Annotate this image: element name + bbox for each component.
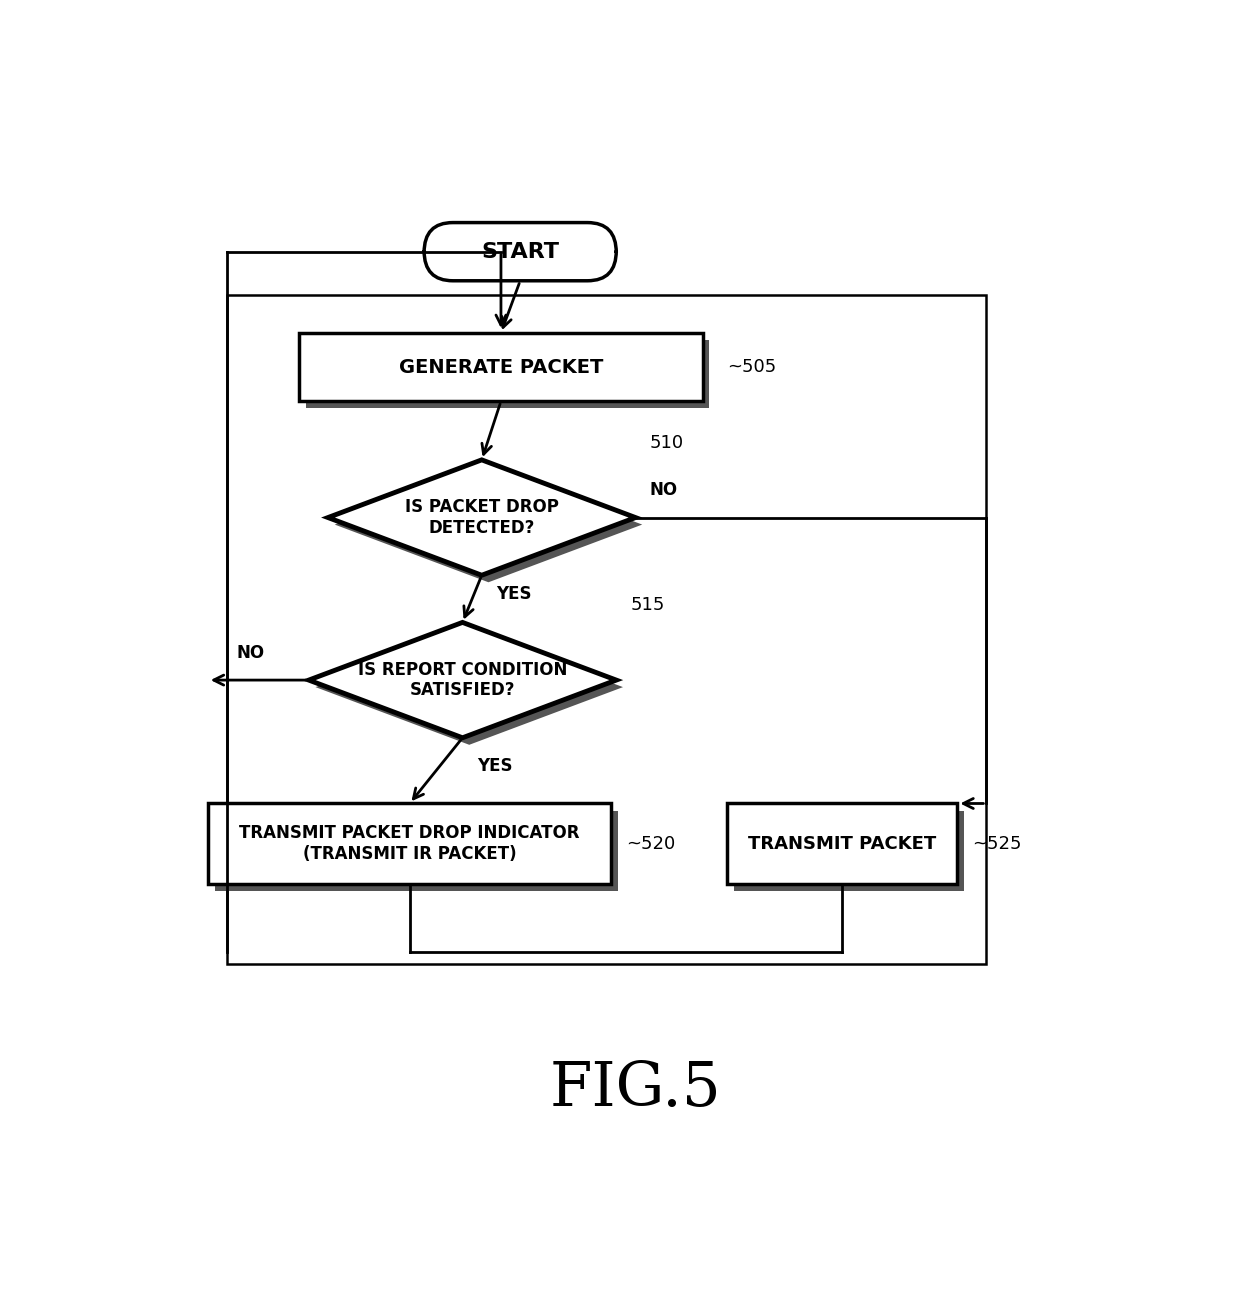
Bar xyxy=(734,810,965,891)
Polygon shape xyxy=(335,466,642,582)
Text: TRANSMIT PACKET DROP INDICATOR
(TRANSMIT IR PACKET): TRANSMIT PACKET DROP INDICATOR (TRANSMIT… xyxy=(239,825,580,863)
Text: YES: YES xyxy=(477,757,512,774)
Text: FIG.5: FIG.5 xyxy=(549,1059,722,1119)
Text: GENERATE PACKET: GENERATE PACKET xyxy=(399,357,603,377)
Text: 510: 510 xyxy=(650,434,684,452)
Text: 515: 515 xyxy=(631,597,665,615)
Text: YES: YES xyxy=(496,585,532,603)
Polygon shape xyxy=(315,629,622,745)
Bar xyxy=(215,810,619,891)
Text: NO: NO xyxy=(650,482,678,499)
Text: ~520: ~520 xyxy=(626,835,675,852)
Polygon shape xyxy=(309,623,616,737)
Text: START: START xyxy=(481,241,559,262)
Bar xyxy=(208,804,611,883)
Bar xyxy=(227,294,986,964)
FancyBboxPatch shape xyxy=(424,223,616,280)
Polygon shape xyxy=(327,460,635,575)
Bar xyxy=(299,334,703,401)
Text: TRANSMIT PACKET: TRANSMIT PACKET xyxy=(748,835,936,852)
Bar xyxy=(727,804,957,883)
Text: IS PACKET DROP
DETECTED?: IS PACKET DROP DETECTED? xyxy=(404,498,559,537)
Text: ~505: ~505 xyxy=(727,358,776,377)
Text: ~525: ~525 xyxy=(972,835,1022,852)
Bar xyxy=(306,340,709,408)
Text: IS REPORT CONDITION
SATISFIED?: IS REPORT CONDITION SATISFIED? xyxy=(358,661,567,700)
Text: NO: NO xyxy=(237,644,265,662)
